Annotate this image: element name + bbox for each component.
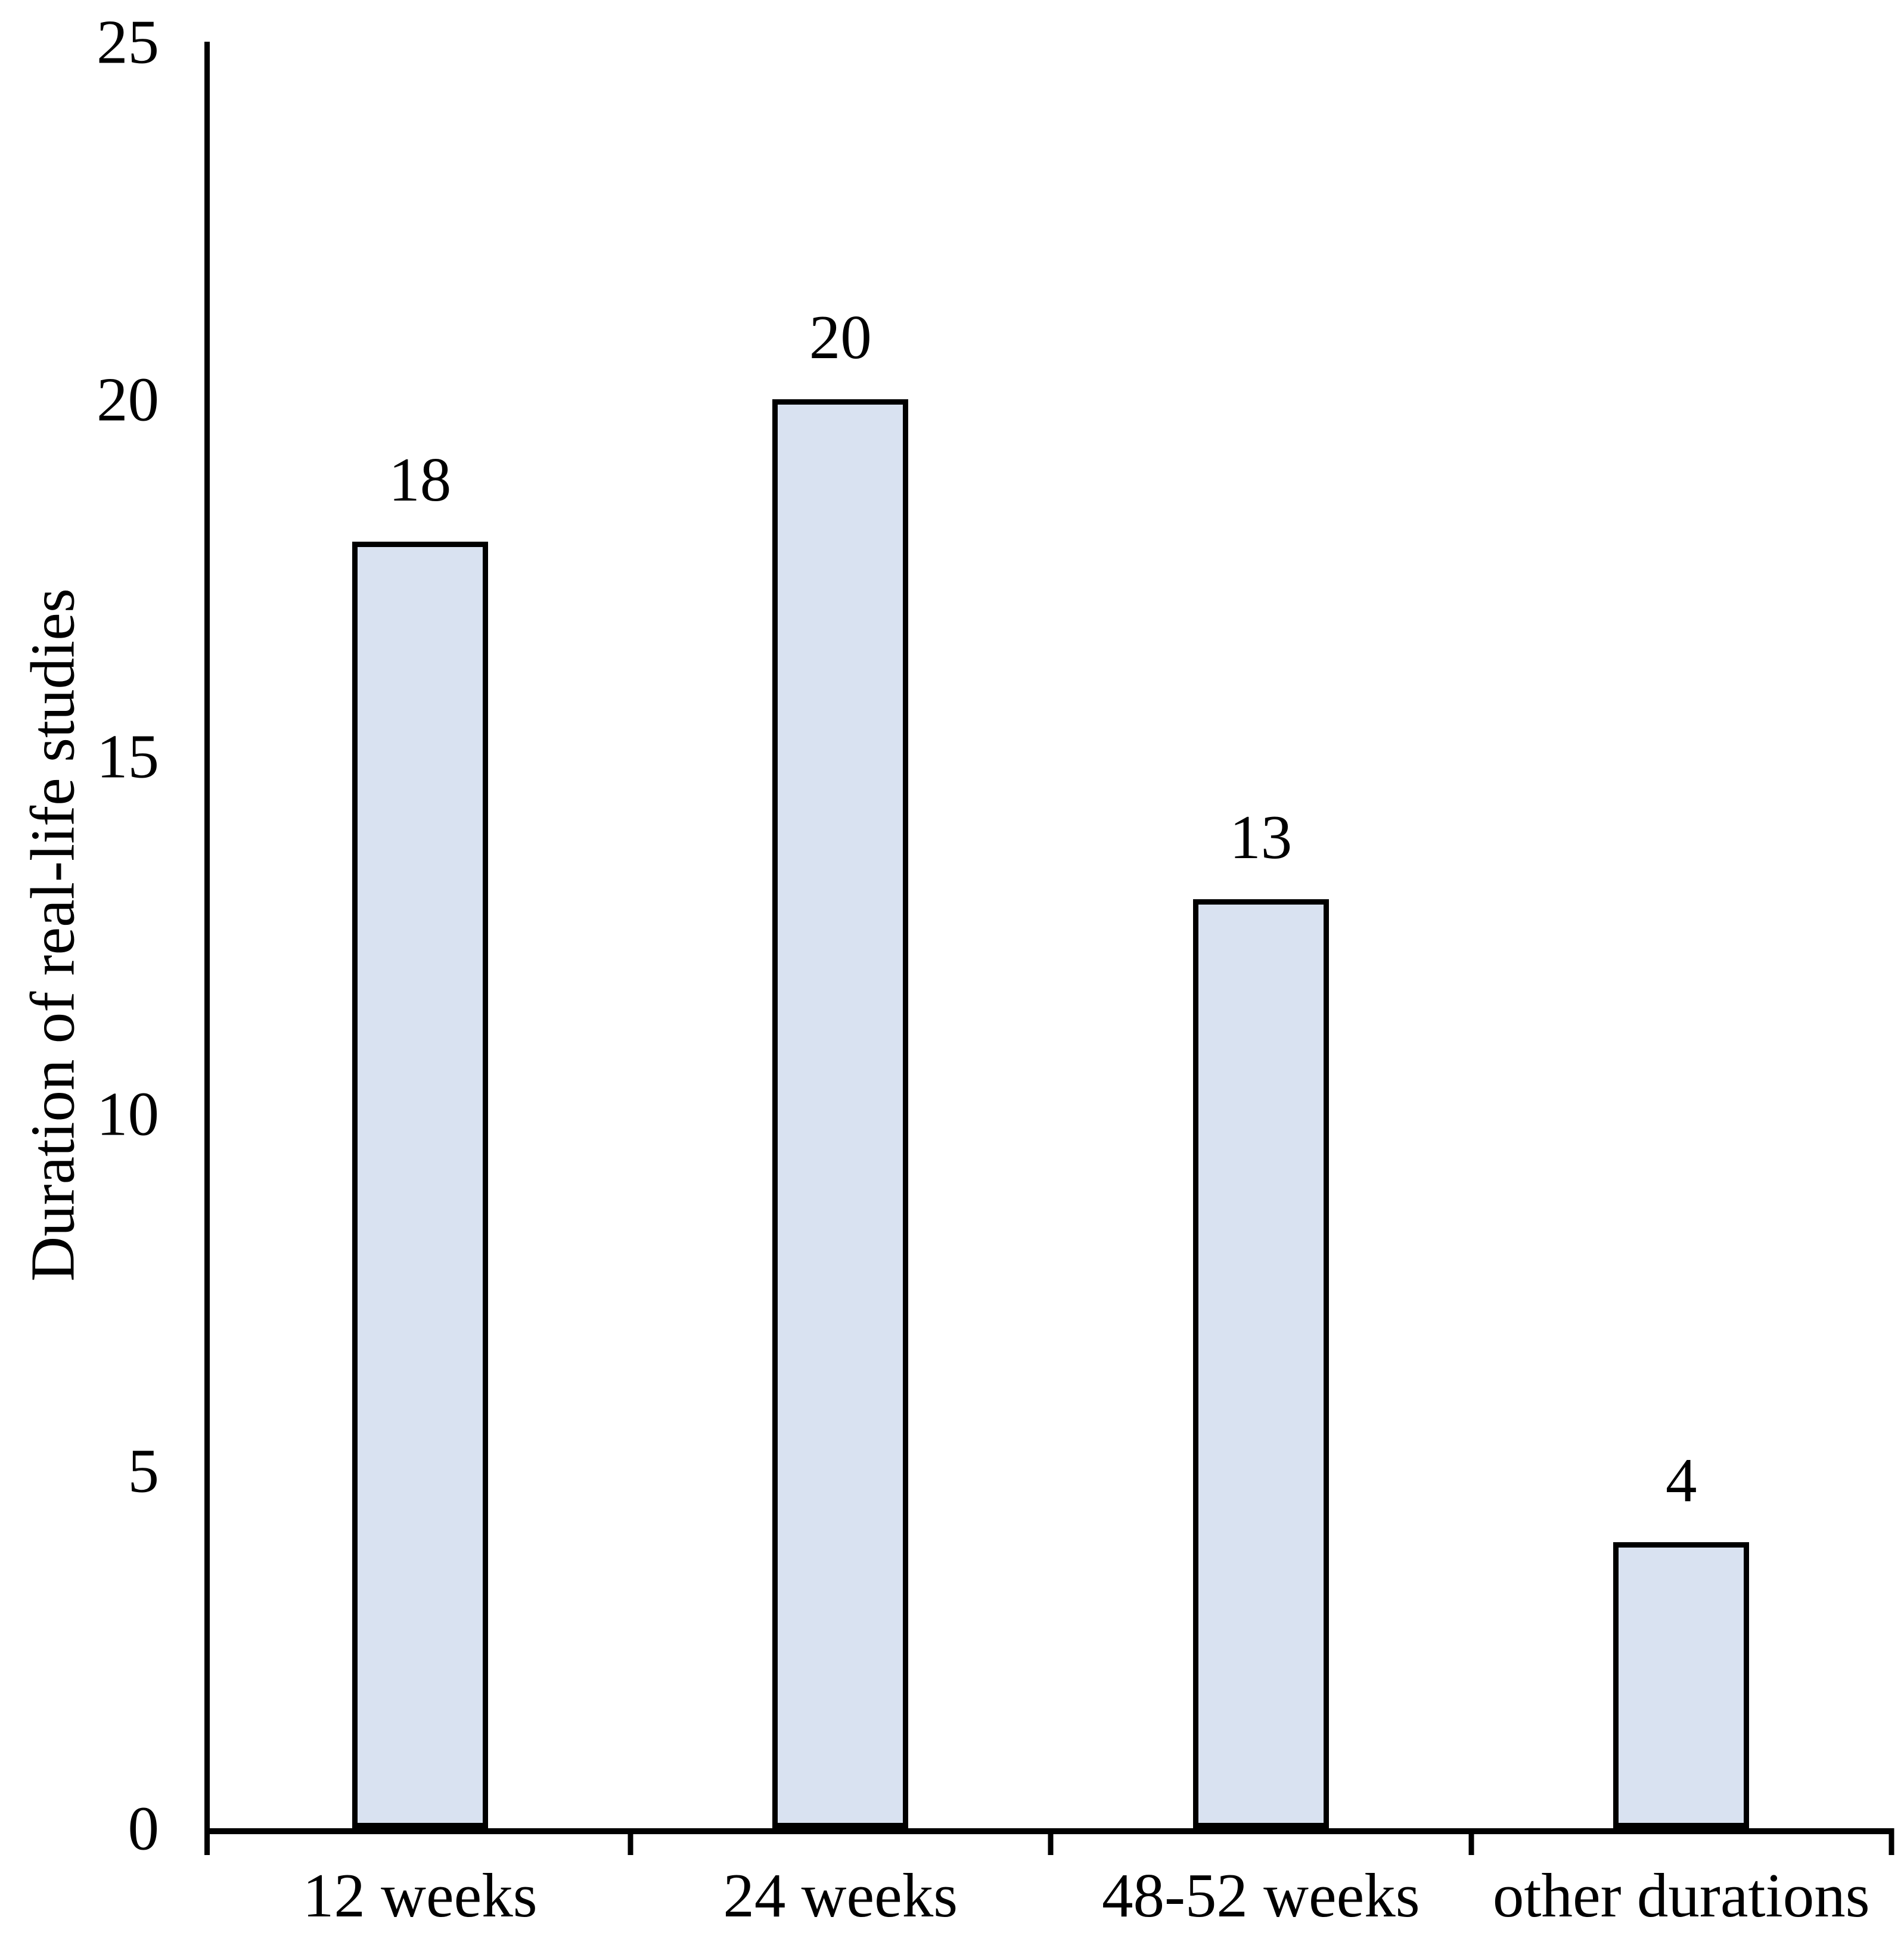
bar-value-label: 4 <box>1666 1445 1697 1515</box>
y-tick-label: 25 <box>97 7 159 77</box>
bar-2 <box>772 399 909 1828</box>
bar-1 <box>352 542 488 1828</box>
x-axis-corner-tick <box>204 1828 210 1855</box>
x-category-label: other durations <box>1492 1860 1870 1930</box>
y-axis-title: Duration of real-life studies <box>17 588 88 1282</box>
y-tick-label: 5 <box>128 1436 160 1506</box>
y-tick-label: 15 <box>97 721 159 791</box>
x-axis-tick <box>628 1828 633 1855</box>
plot-area: 0 5 10 15 20 25 18 12 weeks 20 24 weeks 13 48-52 we… <box>97 11 1894 1927</box>
x-category-label: 24 weeks <box>723 1860 958 1930</box>
bar-3 <box>1192 899 1329 1828</box>
bar-value-label: 20 <box>809 302 872 372</box>
y-tick-label: 20 <box>97 364 159 434</box>
x-axis-tick <box>1468 1828 1474 1855</box>
x-axis-tick <box>1048 1828 1054 1855</box>
x-axis-tick <box>1889 1828 1894 1855</box>
bar-value-label: 18 <box>389 445 452 515</box>
bar-4 <box>1613 1542 1750 1828</box>
x-category-label: 48-52 weeks <box>1101 1860 1420 1930</box>
y-tick-label: 10 <box>97 1079 159 1149</box>
y-tick-label: 0 <box>128 1793 160 1863</box>
bar-value-label: 13 <box>1229 802 1293 872</box>
x-category-label: 12 weeks <box>302 1860 538 1930</box>
